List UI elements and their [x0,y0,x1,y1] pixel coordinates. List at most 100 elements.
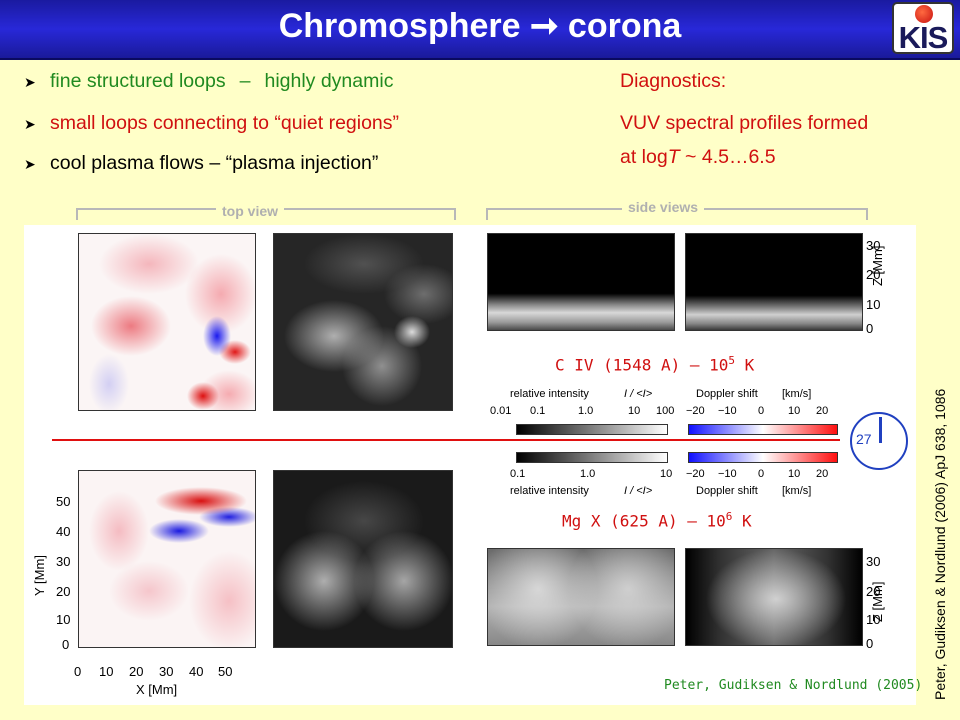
bullet-2: ➤ small loops connecting to “quiet region… [24,112,399,135]
y-tick-30: 30 [56,554,71,569]
mgx-int-tick-1: 1.0 [580,468,596,480]
x-tick-20: 20 [129,664,144,679]
civ-line-label: C IV (1548 A) – 105 K [555,354,754,374]
z-axis-label-bottom: Z [Mm] [870,581,885,622]
bullet-arrow-icon: ➤ [24,74,36,90]
sun-icon [915,5,933,23]
z-tick-bot-10: 10 [866,612,881,627]
civ-int-tick-3: 10 [628,405,641,417]
mgx-kms: [km/s] [782,485,812,497]
x-tick-30: 30 [159,664,174,679]
mgx-intensity-colorbar [516,452,668,463]
civ-dop-tick-4: 20 [816,405,829,417]
civ-unit: K [735,355,755,375]
bullet-arrow-icon: ➤ [24,116,36,132]
mgx-doppler-label: Doppler shift [696,485,758,497]
clock-icon: 27 [850,412,908,470]
x-tick-10: 10 [99,664,114,679]
civ-text: C IV (1548 A) – 10 [555,355,729,375]
side-citation: Peter, Gudiksen & Nordlund (2006) ApJ 63… [932,388,948,700]
mgx-line-label: Mg X (625 A) – 106 K [562,510,752,530]
civ-dop-tick-1: −10 [718,405,737,417]
civ-dop-tick-0: −20 [686,405,705,417]
bullet-3: ➤ cool plasma flows – “plasma injection” [24,152,378,175]
y-tick-20: 20 [56,584,71,599]
logo-text: KIS [898,20,949,55]
mgx-intensity-topview [273,470,453,648]
civ-rel-intensity: relative intensity [510,388,589,400]
x-tick-0: 0 [74,664,82,679]
z-tick-bot-20: 20 [866,584,881,599]
civ-sideview-1 [487,233,675,331]
civ-doppler-colorbar [688,424,838,435]
diagnostics-line-2: at logT ~ 4.5…6.5 [620,146,776,169]
diag-suffix: ~ 4.5…6.5 [679,146,776,168]
x-axis-label: X [Mm] [136,682,178,697]
civ-int-tick-4: 100 [656,405,675,417]
bullet-2-text: small loops connecting to “quiet regions… [50,112,400,134]
mgx-text: Mg X (625 A) – 10 [562,511,726,531]
z-axis-label-top: Z [Mm] [870,245,885,286]
civ-intensity-colorbar [516,424,668,435]
mgx-sideview-1 [487,548,675,646]
civ-dop-tick-2: 0 [758,405,765,417]
mgx-rel-intensity: relative intensity [510,485,589,497]
slide-title: Chromosphere ➞ corona [278,7,682,45]
mgx-dop-tick-3: 10 [788,468,801,480]
civ-int-tick-2: 1.0 [578,405,594,417]
side-views-label: side views [622,199,705,215]
clock-hand [879,417,882,443]
mgx-int-tick-2: 10 [660,468,673,480]
z-tick-bot-30: 30 [866,554,881,569]
mgx-dop-tick-1: −10 [718,468,737,480]
bullet-1: ➤ fine structured loops – highly dynamic [24,70,393,93]
mgx-int-tick-0: 0.1 [510,468,526,480]
bullet-1-text-a: fine structured loops [50,70,226,92]
civ-intensity-topview [273,233,453,411]
mgx-dop-tick-4: 20 [816,468,829,480]
z-tick-top-20: 20 [866,267,881,282]
z-tick-bot-0: 0 [866,636,874,651]
x-tick-50: 50 [218,664,233,679]
title-bar [0,0,960,60]
bullet-1-sep: – [239,70,251,92]
civ-doppler-topview [78,233,256,411]
mgx-doppler-colorbar [688,452,838,463]
mgx-dop-tick-2: 0 [758,468,765,480]
y-tick-40: 40 [56,524,71,539]
civ-sideview-2 [685,233,863,331]
y-tick-0: 0 [62,637,70,652]
mgx-unit: K [732,511,752,531]
z-tick-top-30: 30 [866,238,881,253]
bullet-1-text-b: highly dynamic [264,70,394,92]
separator-line [52,439,840,441]
civ-int-tick-0: 0.01 [490,405,512,417]
civ-doppler-label: Doppler shift [696,388,758,400]
civ-dop-tick-3: 10 [788,405,801,417]
kis-logo: KIS [892,2,954,55]
y-tick-50: 50 [56,494,71,509]
diag-var: T [667,146,680,168]
mgx-ratio: I / <I> [624,485,653,497]
diagnostics-heading: Diagnostics: [620,70,727,92]
mgx-doppler-topview [78,470,256,648]
diagnostics-line-1: VUV spectral profiles formed [620,112,869,134]
bullet-arrow-icon: ➤ [24,156,36,172]
civ-exp: 5 [728,354,736,367]
civ-int-tick-1: 0.1 [530,405,546,417]
figure-credit: Peter, Gudiksen & Nordlund (2005) [664,678,923,693]
y-axis-label: Y [Mm] [32,555,47,596]
y-tick-10: 10 [56,612,71,627]
diag-prefix: at log [620,146,668,168]
z-tick-top-10: 10 [866,297,881,312]
civ-ratio: I / <I> [624,388,653,400]
mgx-sideview-2 [685,548,863,646]
top-view-label: top view [216,203,285,219]
z-tick-top-0: 0 [866,321,874,336]
clock-value: 27 [856,431,872,447]
mgx-exp: 6 [725,510,733,523]
mgx-dop-tick-0: −20 [686,468,705,480]
bullet-3-text: cool plasma flows – “plasma injection” [50,152,379,174]
civ-kms: [km/s] [782,388,812,400]
x-tick-40: 40 [189,664,204,679]
